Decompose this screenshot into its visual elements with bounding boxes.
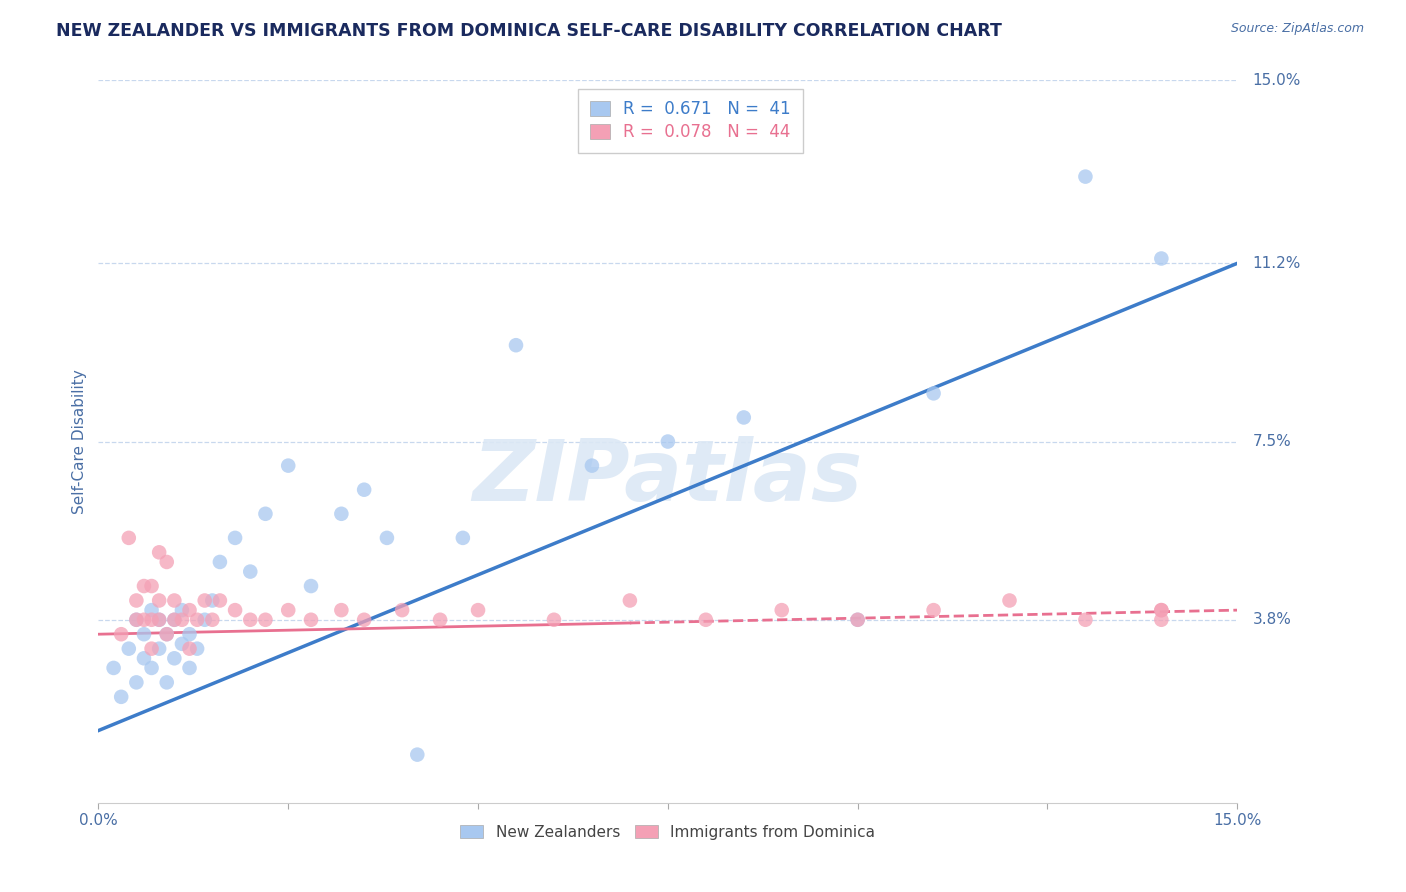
Point: [170, 603, 193, 617]
Point: [118, 531, 141, 545]
Point: [299, 613, 322, 627]
Point: [201, 613, 224, 627]
Point: [1074, 169, 1097, 184]
Point: [141, 613, 163, 627]
Point: [224, 531, 246, 545]
Point: [353, 483, 375, 497]
Point: [156, 675, 179, 690]
Point: [132, 627, 155, 641]
Point: [110, 690, 132, 704]
Point: [543, 613, 565, 627]
Point: [148, 613, 170, 627]
Point: [770, 603, 793, 617]
Point: [163, 613, 186, 627]
Text: 15.0%: 15.0%: [1253, 73, 1301, 87]
Point: [353, 613, 375, 627]
Point: [110, 627, 132, 641]
Point: [141, 603, 163, 617]
Point: [156, 627, 179, 641]
Y-axis label: Self-Care Disability: Self-Care Disability: [72, 369, 87, 514]
Point: [1074, 613, 1097, 627]
Point: [451, 531, 474, 545]
Point: [224, 603, 246, 617]
Point: [179, 603, 201, 617]
Point: [141, 579, 163, 593]
Point: [581, 458, 603, 473]
Point: [1150, 613, 1173, 627]
Point: [208, 555, 231, 569]
Point: [156, 627, 179, 641]
Point: [254, 507, 277, 521]
Point: [922, 603, 945, 617]
Text: NEW ZEALANDER VS IMMIGRANTS FROM DOMINICA SELF-CARE DISABILITY CORRELATION CHART: NEW ZEALANDER VS IMMIGRANTS FROM DOMINIC…: [56, 22, 1002, 40]
Point: [125, 675, 148, 690]
Point: [467, 603, 489, 617]
Text: ZIPatlas: ZIPatlas: [472, 436, 863, 519]
Point: [148, 613, 170, 627]
Point: [998, 593, 1021, 607]
Point: [330, 603, 353, 617]
Text: 11.2%: 11.2%: [1253, 256, 1301, 271]
Text: 7.5%: 7.5%: [1253, 434, 1291, 449]
Point: [125, 593, 148, 607]
Point: [254, 613, 277, 627]
Point: [429, 613, 451, 627]
Point: [846, 613, 869, 627]
Point: [733, 410, 755, 425]
Point: [201, 593, 224, 607]
Point: [619, 593, 641, 607]
Point: [156, 555, 179, 569]
Legend: New Zealanders, Immigrants from Dominica: New Zealanders, Immigrants from Dominica: [454, 819, 882, 846]
Point: [657, 434, 679, 449]
Point: [194, 613, 217, 627]
Point: [179, 641, 201, 656]
Point: [1150, 603, 1173, 617]
Point: [179, 627, 201, 641]
Point: [406, 747, 429, 762]
Point: [163, 613, 186, 627]
Point: [148, 593, 170, 607]
Point: [330, 507, 353, 521]
Point: [208, 593, 231, 607]
Point: [1150, 603, 1173, 617]
Point: [170, 637, 193, 651]
Point: [141, 661, 163, 675]
Point: [103, 661, 125, 675]
Point: [132, 579, 155, 593]
Text: Source: ZipAtlas.com: Source: ZipAtlas.com: [1230, 22, 1364, 36]
Point: [148, 641, 170, 656]
Point: [299, 579, 322, 593]
Point: [239, 565, 262, 579]
Point: [194, 593, 217, 607]
Text: 3.8%: 3.8%: [1253, 612, 1291, 627]
Point: [186, 613, 208, 627]
Point: [391, 603, 413, 617]
Point: [170, 613, 193, 627]
Point: [141, 641, 163, 656]
Point: [132, 651, 155, 665]
Point: [1150, 252, 1173, 266]
Point: [922, 386, 945, 401]
Point: [163, 651, 186, 665]
Point: [163, 593, 186, 607]
Point: [375, 531, 398, 545]
Point: [186, 641, 208, 656]
Point: [132, 613, 155, 627]
Point: [277, 603, 299, 617]
Point: [179, 661, 201, 675]
Point: [148, 545, 170, 559]
Point: [125, 613, 148, 627]
Point: [277, 458, 299, 473]
Point: [239, 613, 262, 627]
Point: [505, 338, 527, 352]
Point: [695, 613, 717, 627]
Point: [125, 613, 148, 627]
Point: [846, 613, 869, 627]
Point: [118, 641, 141, 656]
